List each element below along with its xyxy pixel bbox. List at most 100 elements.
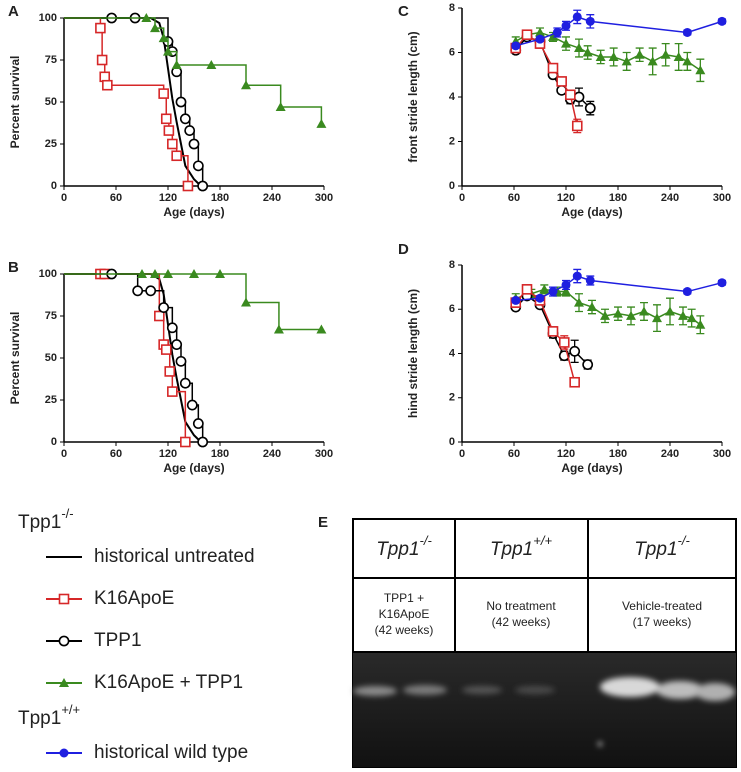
marker bbox=[582, 47, 593, 57]
y-tick-label: 0 bbox=[449, 180, 455, 192]
x-tick-label: 180 bbox=[609, 192, 627, 204]
genotype-label: Tpp1+/+ bbox=[18, 702, 80, 729]
marker bbox=[150, 23, 160, 33]
step-segment bbox=[64, 17, 102, 29]
marker bbox=[574, 43, 584, 53]
marker bbox=[316, 324, 327, 334]
marker bbox=[673, 51, 684, 61]
x-axis-title: Age (days) bbox=[561, 461, 622, 475]
marker bbox=[639, 306, 649, 316]
marker bbox=[58, 635, 70, 647]
legend-label: TPP1 bbox=[94, 630, 142, 651]
marker bbox=[273, 324, 284, 334]
y-axis-title: hind stride length (cm) bbox=[406, 289, 420, 418]
x-tick-label: 0 bbox=[459, 192, 465, 204]
marker bbox=[171, 339, 183, 350]
y-tick-label: 4 bbox=[449, 91, 456, 103]
x-tick-label: 300 bbox=[713, 448, 731, 460]
marker bbox=[154, 310, 165, 322]
y-tick-label: 4 bbox=[449, 347, 456, 359]
marker bbox=[558, 337, 570, 348]
series-line bbox=[515, 33, 578, 127]
x-tick-label: 60 bbox=[508, 448, 520, 460]
legend-label: K16ApoE bbox=[94, 588, 174, 609]
y-axis-title: Percent survival bbox=[8, 312, 22, 405]
genotype-label: Tpp1-/- bbox=[376, 533, 432, 560]
y-tick-label: 2 bbox=[449, 392, 455, 404]
step-segment bbox=[280, 106, 323, 124]
marker bbox=[584, 102, 596, 114]
marker bbox=[678, 310, 688, 320]
marker bbox=[180, 436, 191, 448]
x-tick-label: 120 bbox=[159, 192, 177, 204]
marker bbox=[186, 399, 198, 411]
marker bbox=[569, 376, 580, 388]
marker bbox=[547, 326, 559, 337]
marker bbox=[585, 16, 595, 26]
marker bbox=[695, 65, 706, 75]
panel-label: C bbox=[398, 3, 409, 20]
marker bbox=[608, 51, 619, 61]
marker bbox=[141, 13, 152, 22]
marker bbox=[682, 27, 692, 37]
x-tick-label: 240 bbox=[263, 448, 281, 460]
marker bbox=[548, 31, 558, 41]
marker bbox=[179, 377, 191, 389]
marker bbox=[569, 345, 581, 357]
marker bbox=[585, 275, 595, 285]
panel-label: E bbox=[318, 514, 328, 531]
marker bbox=[163, 269, 173, 278]
marker bbox=[206, 60, 217, 70]
x-tick-label: 60 bbox=[110, 192, 122, 204]
marker bbox=[682, 56, 693, 66]
marker bbox=[58, 593, 70, 605]
series-line bbox=[515, 31, 701, 71]
marker bbox=[647, 56, 658, 66]
x-axis-title: Age (days) bbox=[561, 205, 622, 219]
legend-label: historical wild type bbox=[94, 742, 248, 763]
marker bbox=[535, 34, 545, 44]
marker bbox=[626, 310, 636, 320]
marker bbox=[682, 287, 692, 297]
genotype-base: Tpp1 bbox=[18, 708, 61, 729]
marker bbox=[158, 88, 169, 99]
gel-image bbox=[353, 652, 736, 767]
marker bbox=[539, 284, 550, 294]
marker bbox=[552, 27, 562, 37]
x-tick-label: 0 bbox=[61, 448, 67, 460]
marker bbox=[160, 113, 172, 125]
marker bbox=[717, 16, 727, 26]
marker bbox=[192, 160, 204, 172]
x-tick-label: 240 bbox=[263, 192, 281, 204]
treatment-label: (42 weeks) bbox=[492, 615, 551, 629]
genotype-sup: -/- bbox=[61, 506, 73, 521]
marker bbox=[137, 269, 147, 278]
marker bbox=[160, 344, 172, 355]
marker bbox=[572, 271, 582, 281]
marker bbox=[188, 138, 200, 150]
y-tick-label: 75 bbox=[45, 54, 57, 66]
genotype-sup: -/- bbox=[420, 533, 433, 548]
y-axis-title: Percent survival bbox=[8, 56, 22, 149]
y-tick-label: 50 bbox=[45, 96, 57, 108]
x-axis-title: Age (days) bbox=[163, 205, 224, 219]
marker bbox=[595, 51, 606, 61]
marker bbox=[535, 27, 545, 37]
marker bbox=[511, 295, 521, 305]
y-tick-label: 0 bbox=[51, 180, 57, 192]
x-tick-label: 300 bbox=[713, 192, 731, 204]
treatment-label: (17 weeks) bbox=[633, 615, 692, 629]
marker bbox=[561, 280, 571, 290]
x-tick-label: 240 bbox=[661, 192, 679, 204]
y-tick-label: 8 bbox=[449, 259, 455, 271]
marker bbox=[275, 102, 286, 112]
marker bbox=[660, 49, 671, 59]
marker bbox=[171, 150, 182, 162]
marker bbox=[565, 89, 576, 101]
genotype-label: Tpp1-/- bbox=[634, 533, 690, 560]
step-segment bbox=[246, 301, 280, 330]
marker bbox=[163, 125, 175, 136]
x-tick-label: 300 bbox=[315, 192, 333, 204]
marker bbox=[587, 302, 597, 312]
